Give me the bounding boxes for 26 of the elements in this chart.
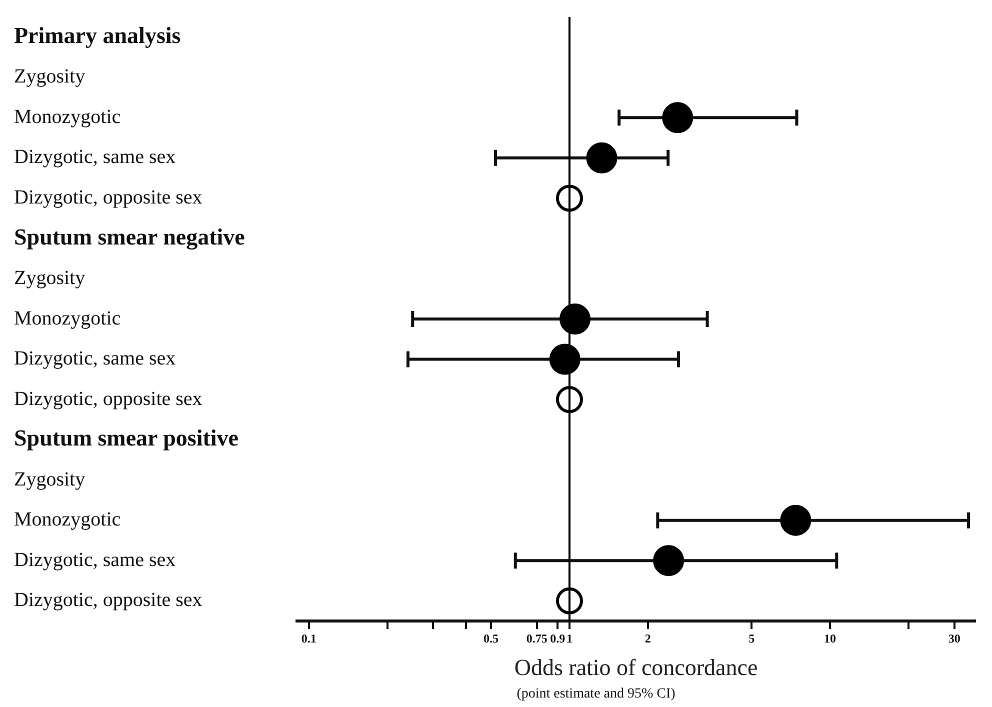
- x-tick-label: 0.5: [484, 631, 499, 646]
- text: (point estimate and 95% CI): [516, 686, 676, 702]
- x-tick-label: 30: [948, 631, 960, 646]
- y-tick-label: Primary analysis: [14, 23, 181, 48]
- x-tick-label: 10: [824, 631, 836, 646]
- y-tick-label: Monozygotic: [14, 307, 121, 330]
- y-tick-label: Dizygotic, opposite sex: [14, 589, 202, 612]
- x-tick-label: 2: [644, 631, 651, 646]
- y-tick-label: Monozygotic: [14, 508, 121, 531]
- y-tick-label: Monozygotic: [14, 106, 121, 128]
- y-tick-label: Dizygotic, opposite sex: [14, 388, 202, 410]
- x-tick-label: 0.75: [526, 631, 548, 646]
- y-tick-label: Dizygotic, same sex: [14, 146, 176, 168]
- y-tick-label: Zygosity: [14, 266, 86, 289]
- x-tick-label: 0.1: [301, 631, 316, 646]
- y-tick-label: Dizygotic, same sex: [14, 348, 176, 370]
- x-axis-title: Odds ratio of concordance: [514, 655, 758, 680]
- y-tick-label: Zygosity: [14, 66, 86, 88]
- x-tick-label: 5: [748, 631, 755, 646]
- y-tick-label: Dizygotic, opposite sex: [14, 186, 202, 208]
- y-tick-label: Zygosity: [14, 468, 86, 490]
- y-tick-label: Dizygotic, same sex: [14, 548, 176, 571]
- y-tick-label: Sputum smear negative: [14, 224, 245, 250]
- x-tick-label: 0.9: [550, 631, 566, 646]
- x-tick-label: 1: [566, 631, 572, 646]
- y-tick-label: Sputum smear positive: [14, 426, 238, 451]
